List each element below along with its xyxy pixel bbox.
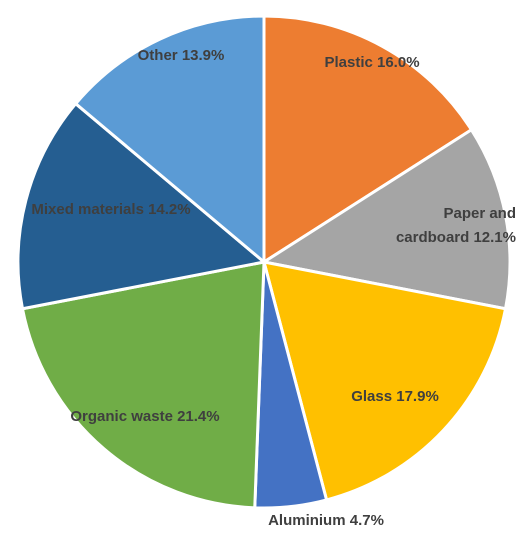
pie-label-glass: Glass 17.9% <box>351 388 439 405</box>
pie-label-line: cardboard 12.1% <box>396 229 516 246</box>
pie-label-plastic: Plastic 16.0% <box>324 54 419 71</box>
pie-labels: Plastic 16.0% Paper and cardboard 12.1% Gla… <box>31 47 516 529</box>
pie-label-paper-and-cardboard: Paper and cardboard 12.1% <box>396 205 516 246</box>
pie-slice-mixed-materials <box>16 101 268 311</box>
pie-slices <box>16 14 512 510</box>
pie-slice-plastic <box>262 14 474 265</box>
pie-label-organic-waste: Organic waste 21.4% <box>70 408 219 425</box>
pie-slice-other <box>73 14 266 266</box>
pie-label-aluminium: Aluminium 4.7% <box>268 512 384 529</box>
pie-label-mixed-materials: Mixed materials 14.2% <box>31 201 190 218</box>
pie-slice-paper-and-cardboard <box>260 127 512 311</box>
pie-slice-organic-waste <box>20 260 266 510</box>
pie-label-line: Paper and <box>443 205 516 222</box>
pie-label-other: Other 13.9% <box>138 47 225 64</box>
pie-slice-glass <box>261 260 508 502</box>
